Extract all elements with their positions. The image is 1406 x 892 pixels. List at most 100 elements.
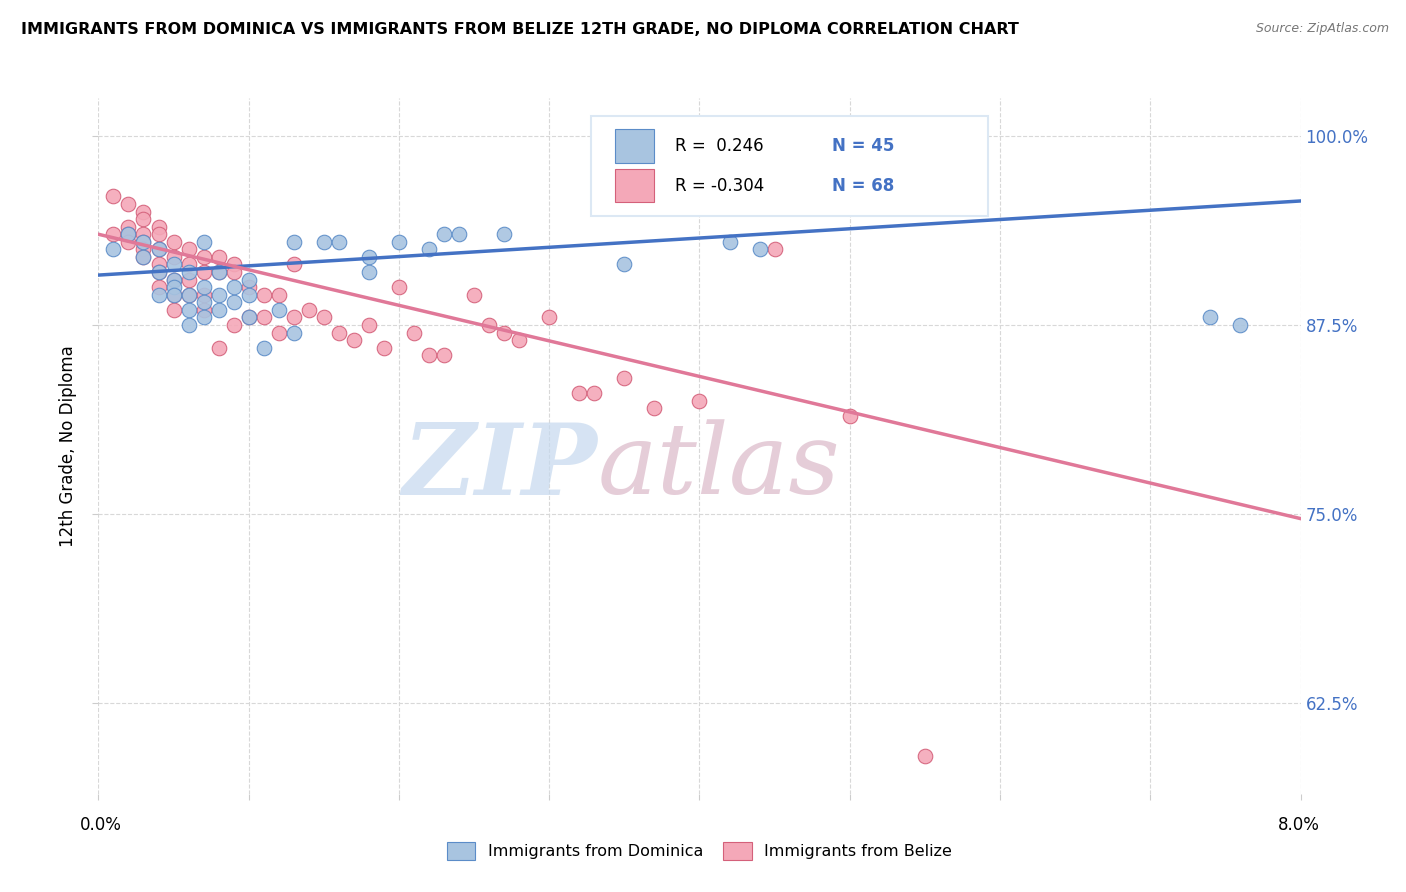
Point — [238, 310, 260, 325]
Point — [613, 258, 636, 272]
Point — [132, 204, 155, 219]
Text: IMMIGRANTS FROM DOMINICA VS IMMIGRANTS FROM BELIZE 12TH GRADE, NO DIPLOMA CORREL: IMMIGRANTS FROM DOMINICA VS IMMIGRANTS F… — [21, 22, 1019, 37]
Point — [132, 250, 155, 264]
Point — [162, 258, 184, 272]
Point — [193, 280, 215, 294]
Point — [1199, 310, 1222, 325]
Text: Source: ZipAtlas.com: Source: ZipAtlas.com — [1256, 22, 1389, 36]
Point — [388, 235, 411, 249]
Point — [162, 287, 184, 301]
Point — [193, 250, 215, 264]
Point — [208, 265, 231, 279]
Point — [177, 287, 200, 301]
Point — [388, 280, 411, 294]
Point — [433, 227, 456, 242]
Point — [162, 280, 184, 294]
Point — [718, 235, 741, 249]
Point — [132, 235, 155, 249]
Point — [162, 272, 184, 286]
Point — [283, 258, 305, 272]
Point — [193, 265, 215, 279]
Point — [222, 318, 245, 332]
Text: N = 68: N = 68 — [832, 177, 894, 194]
Point — [162, 235, 184, 249]
Text: R =  0.246: R = 0.246 — [675, 137, 763, 155]
Point — [177, 272, 200, 286]
Point — [312, 235, 335, 249]
Point — [148, 287, 170, 301]
Point — [103, 189, 125, 203]
Point — [568, 386, 591, 401]
Point — [402, 326, 425, 340]
Point — [208, 341, 231, 355]
Point — [148, 243, 170, 257]
Point — [583, 386, 606, 401]
Point — [447, 227, 470, 242]
Point — [148, 265, 170, 279]
Point — [253, 310, 276, 325]
Point — [222, 295, 245, 310]
Point — [162, 272, 184, 286]
Point — [177, 287, 200, 301]
Point — [463, 287, 485, 301]
Point — [193, 310, 215, 325]
Point — [357, 318, 380, 332]
Point — [103, 227, 125, 242]
Legend: Immigrants from Dominica, Immigrants from Belize: Immigrants from Dominica, Immigrants fro… — [440, 836, 959, 866]
Point — [208, 287, 231, 301]
Point — [312, 310, 335, 325]
Point — [132, 250, 155, 264]
Point — [193, 302, 215, 317]
Point — [283, 310, 305, 325]
Point — [298, 302, 321, 317]
Point — [177, 302, 200, 317]
Point — [538, 310, 561, 325]
Text: atlas: atlas — [598, 419, 839, 515]
Point — [208, 302, 231, 317]
Point — [494, 227, 516, 242]
Point — [117, 219, 139, 234]
Point — [117, 227, 139, 242]
Point — [162, 302, 184, 317]
Point — [494, 326, 516, 340]
Point — [357, 250, 380, 264]
Point — [763, 243, 786, 257]
Point — [253, 287, 276, 301]
Point — [238, 310, 260, 325]
Point — [177, 258, 200, 272]
Point — [177, 265, 200, 279]
Bar — [616, 169, 654, 202]
Point — [418, 348, 440, 362]
Point — [117, 227, 139, 242]
Point — [508, 333, 530, 347]
Point — [208, 250, 231, 264]
Point — [148, 243, 170, 257]
Point — [162, 250, 184, 264]
Point — [238, 280, 260, 294]
Point — [148, 280, 170, 294]
Point — [148, 258, 170, 272]
Point — [193, 295, 215, 310]
Text: 0.0%: 0.0% — [80, 816, 122, 834]
Point — [148, 227, 170, 242]
Point — [253, 341, 276, 355]
Point — [208, 265, 231, 279]
Point — [132, 227, 155, 242]
Point — [222, 258, 245, 272]
Point — [238, 272, 260, 286]
Point — [177, 243, 200, 257]
Point — [267, 326, 290, 340]
Point — [343, 333, 366, 347]
Point — [222, 280, 245, 294]
Point — [328, 326, 350, 340]
Point — [689, 393, 711, 408]
Point — [267, 302, 290, 317]
Point — [283, 326, 305, 340]
Point — [162, 287, 184, 301]
Point — [132, 212, 155, 227]
Point — [117, 197, 139, 211]
Bar — [616, 129, 654, 163]
Point — [478, 318, 501, 332]
Point — [613, 371, 636, 385]
Point — [193, 235, 215, 249]
